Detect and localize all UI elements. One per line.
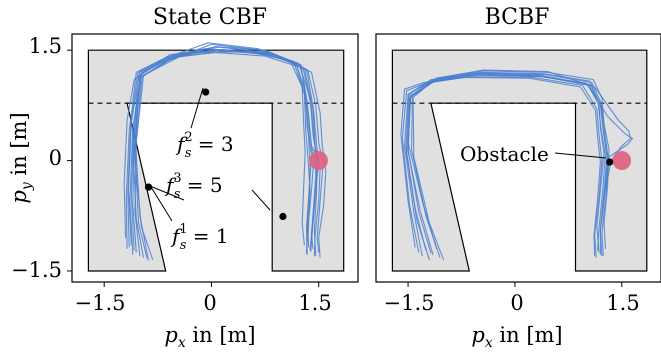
x-axis-label: px in [m]	[471, 323, 562, 351]
x-tick-label: 1.5	[298, 291, 331, 315]
x-tick-label: −1.5	[384, 291, 435, 315]
x-tick-label: −1.5	[75, 291, 126, 315]
annotation-point	[606, 158, 614, 166]
annotation-f1: f1 s = 1	[150, 186, 229, 253]
y-axis-label: py in [m]	[7, 112, 35, 203]
panel-state-cbf: State CBF 1.5 0 −1.5 −1.5 0 1.5 px in [m…	[7, 5, 359, 351]
svg-text:f1s = 1: f1 s = 1	[170, 222, 229, 253]
y-tick-label: 0	[49, 146, 62, 170]
annotation-f2: f2 s = 3	[175, 87, 234, 161]
panel-title: BCBF	[485, 5, 550, 30]
x-tick-label: 1.5	[606, 291, 639, 315]
plot-area	[67, 33, 359, 287]
trajectory-line	[401, 76, 603, 258]
annotation-point	[144, 183, 153, 191]
trajectory-line	[400, 76, 601, 257]
trajectory-line	[405, 73, 606, 251]
plot-area	[375, 33, 661, 287]
y-tick-label: −1.5	[11, 258, 62, 282]
x-tick-label: 0	[510, 291, 523, 315]
trajectory-line	[412, 69, 632, 261]
annotation-point	[202, 88, 210, 96]
trajectory-line	[407, 73, 634, 254]
svg-text:f2s = 3: f2 s = 3	[175, 130, 234, 161]
obstacle-marker	[309, 151, 328, 171]
obstacle-marker	[612, 151, 632, 171]
obstacle-label: Obstacle	[460, 142, 549, 166]
plot-frame	[71, 33, 359, 283]
svg-text:f3s = 5: f3 s = 5	[164, 171, 223, 202]
annotation-obstacle: Obstacle	[460, 142, 607, 166]
trajectory-line	[135, 49, 321, 261]
x-axis-label: px in [m]	[164, 323, 255, 351]
trajectory-line	[123, 51, 306, 246]
trajectory-line	[130, 49, 318, 252]
annotation-point	[279, 212, 287, 221]
panel-title: State CBF	[153, 5, 267, 30]
annotation-f3: f3 s = 5	[149, 171, 271, 211]
panel-bcbf: BCBF −1.5 0 1.5 px in [m] Obstacle	[375, 5, 661, 351]
plot-frame	[375, 33, 661, 283]
y-tick-label: 1.5	[29, 34, 62, 58]
x-tick-label: 0	[203, 291, 216, 315]
